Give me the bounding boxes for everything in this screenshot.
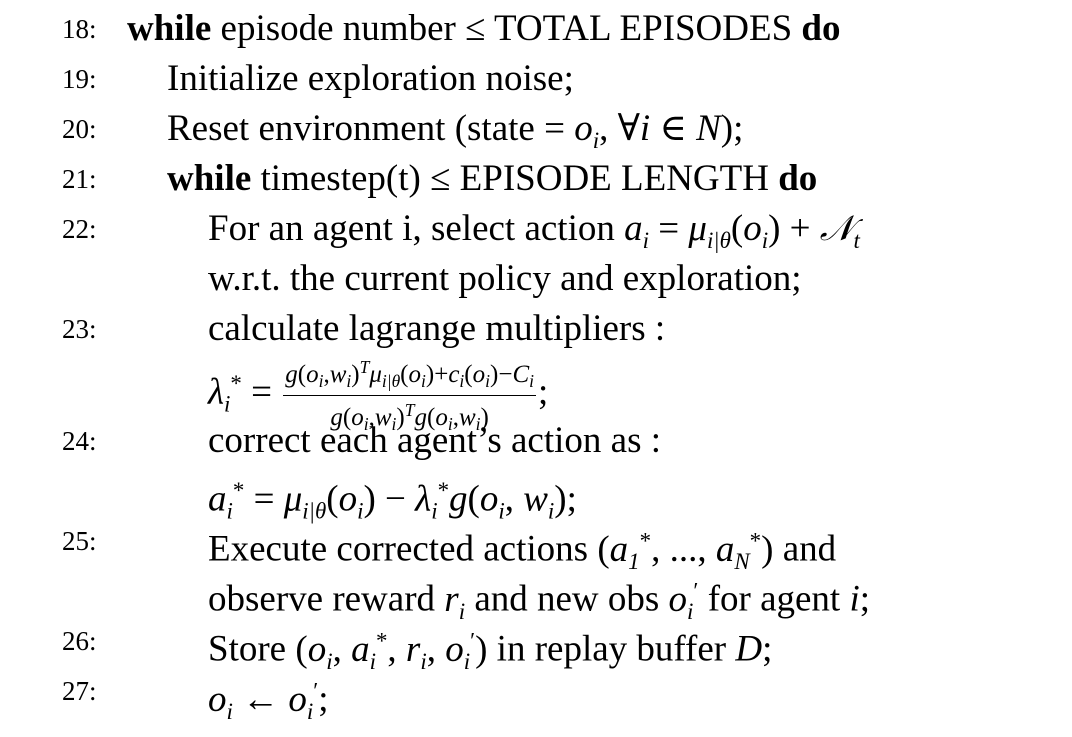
math-N: N — [696, 108, 721, 149]
line-number: 20: — [62, 114, 97, 144]
keyword-while: while — [127, 8, 212, 49]
line-number: 19: — [62, 64, 97, 94]
line-text: Initialize exploration noise; — [167, 58, 574, 99]
line-text: calculate lagrange multipliers : — [208, 308, 666, 349]
line-26: 26: Store (oi, ai*, ri, oi′) in replay b… — [0, 616, 1072, 674]
line-number: 26: — [62, 626, 97, 656]
line-text: observe reward ri and new obs oi′ for ag… — [208, 578, 871, 624]
line-number: 22: — [62, 214, 97, 244]
math-o: o — [574, 108, 593, 149]
line-23-formula: λi* = g(oi,wi)Tμi|θ(oi)+ci(oi)−Ci g(oi,wi… — [0, 352, 1072, 434]
line-text: For an agent i, select action ai = μi|θ(… — [208, 208, 860, 254]
leq-symbol: ≤ — [430, 158, 451, 199]
condition-text: episode number — [220, 8, 456, 49]
keyword-do: do — [801, 8, 841, 49]
line-24-formula: ai* = μi|θ(oi) − λi*g(oi, wi); — [0, 466, 1072, 524]
line-23: 23: calculate lagrange multipliers : — [0, 304, 1072, 354]
line-text: oi ← oi′; — [208, 678, 329, 724]
line-number: 24: — [62, 426, 97, 456]
keyword-do: do — [778, 158, 818, 199]
line-text: w.r.t. the current policy and exploratio… — [208, 258, 802, 299]
line-21: 21: while timestep(t) ≤ EPISODE LENGTH d… — [0, 154, 1072, 204]
algorithm-listing: 18: while episode number ≤ TOTAL EPISODE… — [0, 4, 1072, 724]
line-text: Execute corrected actions (a1*, ..., aN*… — [208, 528, 837, 574]
line-number: 27: — [62, 676, 97, 706]
line-27: 27: oi ← oi′; — [0, 666, 1072, 724]
fraction: g(oi,wi)Tμi|θ(oi)+ci(oi)−Ci g(oi,wi)Tg(oi… — [283, 353, 536, 438]
lagrange-formula: λi* = g(oi,wi)Tμi|θ(oi)+ci(oi)−Ci g(oi,wi… — [208, 352, 548, 438]
line-number: 18: — [62, 14, 97, 44]
leq-symbol: ≤ — [465, 8, 486, 49]
line-25: 25: Execute corrected actions (a1*, ...,… — [0, 516, 1072, 574]
line-number: 23: — [62, 314, 97, 344]
line-text: correct each agent’s action as : — [208, 420, 662, 461]
line-number: 25: — [62, 526, 97, 556]
line-25-cont: observe reward ri and new obs oi′ for ag… — [0, 566, 1072, 624]
bound-text: TOTAL EPISODES — [493, 8, 793, 49]
line-text: while timestep(t) ≤ EPISODE LENGTH do — [167, 158, 818, 199]
correction-formula: ai* = μi|θ(oi) − λi*g(oi, wi); — [208, 478, 577, 524]
transition-tuple: (oi, ai*, ri, oi′) — [295, 628, 488, 674]
line-text: Reset environment (state = oi, ∀i ∈ N); — [167, 108, 744, 154]
line-19: 19: Initialize exploration noise; — [0, 54, 1072, 104]
action-formula: ai = μi|θ(oi) + 𝒩t — [624, 208, 860, 254]
line-22: 22: For an agent i, select action ai = μ… — [0, 204, 1072, 254]
line-number: 21: — [62, 164, 97, 194]
keyword-while: while — [167, 158, 252, 199]
line-18: 18: while episode number ≤ TOTAL EPISODE… — [0, 4, 1072, 54]
line-24: 24: correct each agent’s action as : — [0, 416, 1072, 466]
line-text: while episode number ≤ TOTAL EPISODES do — [127, 4, 841, 54]
line-22-cont: w.r.t. the current policy and exploratio… — [0, 254, 1072, 304]
line-text: Store (oi, ai*, ri, oi′) in replay buffe… — [208, 628, 773, 674]
line-20: 20: Reset environment (state = oi, ∀i ∈ … — [0, 104, 1072, 154]
update-formula: oi ← oi′ — [208, 678, 319, 724]
actions-tuple: (a1*, ..., aN*) — [597, 528, 774, 574]
